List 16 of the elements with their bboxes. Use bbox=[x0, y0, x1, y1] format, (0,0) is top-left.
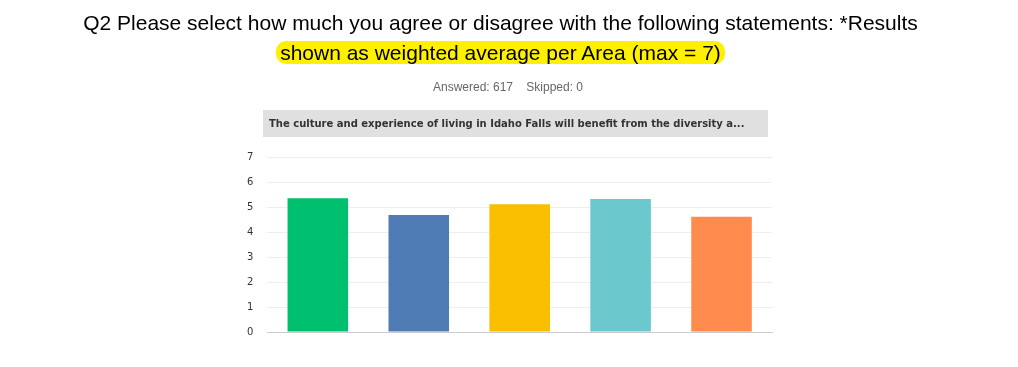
bar bbox=[691, 216, 752, 332]
y-tick-label: 2 bbox=[246, 275, 254, 287]
bar bbox=[388, 215, 450, 332]
y-tick-label: 3 bbox=[246, 250, 254, 262]
y-tick-label: 1 bbox=[246, 300, 254, 312]
bar bbox=[590, 199, 651, 332]
y-tick-label: 6 bbox=[246, 175, 254, 187]
y-tick-label: 7 bbox=[246, 150, 254, 162]
text: The culture and experience of living in Idaho Falls will benefit from the diversity a... bbox=[263, 110, 768, 137]
y-tick-label: 0 bbox=[246, 325, 254, 337]
y-tick-label: 4 bbox=[246, 225, 254, 237]
chart-title: Q2 Please select how much you agree or disagree with the following statements: *Results shown as weighted average per Area (max = 7) bbox=[82, 10, 919, 64]
chart-subtitle: Answered: 617 Skipped: 0 bbox=[431, 80, 585, 94]
bar bbox=[287, 198, 349, 332]
y-tick-label: 5 bbox=[246, 200, 254, 212]
bar bbox=[489, 204, 550, 332]
